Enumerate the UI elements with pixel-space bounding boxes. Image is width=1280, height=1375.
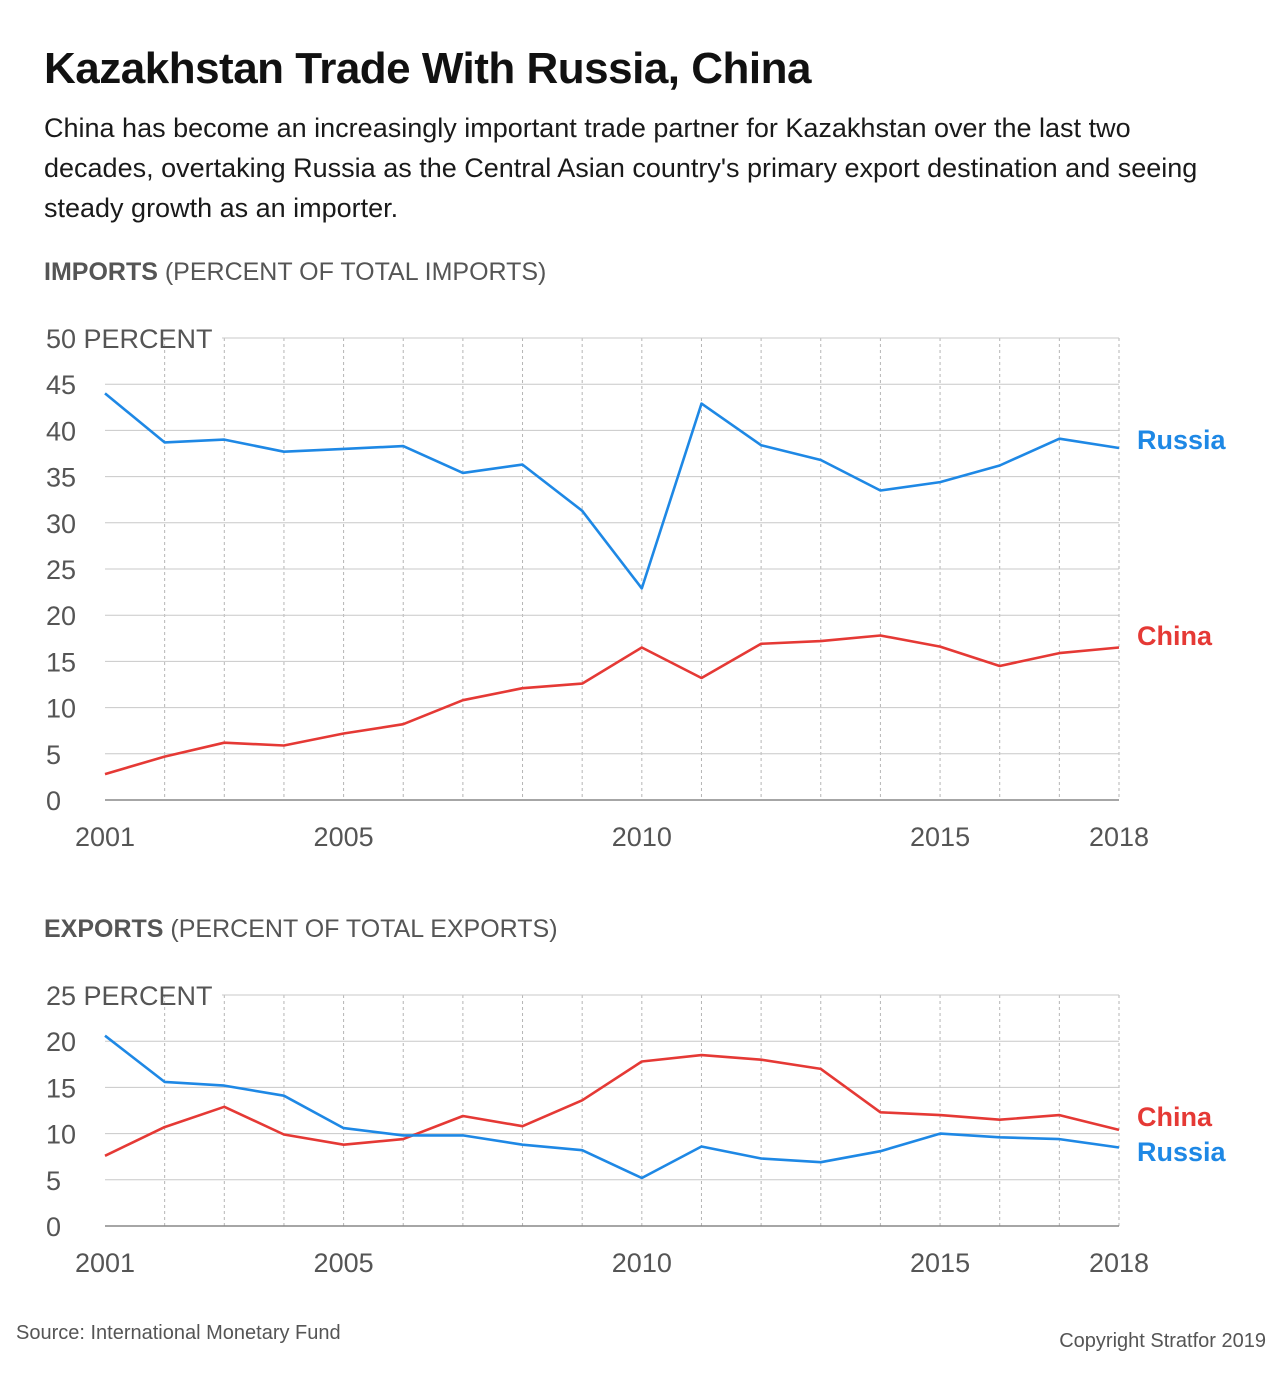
series-line-russia [104, 392, 1120, 590]
x-tick-label: 2015 [910, 1248, 970, 1278]
series-label-china: China [1137, 621, 1213, 651]
x-tick-label: 2018 [1089, 822, 1149, 852]
imports-chart: 0 5 10 15 20 25 30 35 40 45 50 PERCENT 2001 2005 2010… [46, 324, 1227, 852]
y-tick-label: 15 [46, 1073, 76, 1103]
series-line-china [104, 634, 1120, 776]
x-tick-label: 2018 [1089, 1248, 1149, 1278]
x-tick-label: 2005 [314, 822, 374, 852]
x-tick-label: 2001 [75, 822, 135, 852]
y-tick-label: 0 [46, 786, 61, 816]
exports-chart: 0 5 10 15 20 25 PERCENT 2001 2005 2010 2015 2018 Ch… [46, 981, 1227, 1278]
series-label-china: China [1137, 1102, 1213, 1132]
x-tick-label: 2005 [314, 1248, 374, 1278]
y-tick-label: 5 [46, 740, 61, 770]
copyright-note: Copyright Stratfor 2019 [1059, 1330, 1266, 1352]
x-tick-label: 2015 [910, 822, 970, 852]
y-tick-label: 10 [46, 694, 76, 724]
y-tick-label: 10 [46, 1120, 76, 1150]
y-tick-label: 50 PERCENT [46, 324, 213, 354]
series-line-china [104, 1053, 1120, 1157]
y-tick-label: 25 PERCENT [46, 981, 213, 1011]
source-note: Source: International Monetary Fund [16, 1322, 341, 1344]
chart-title: Kazakhstan Trade With Russia, China [44, 44, 811, 93]
imports-label-rest: (PERCENT OF TOTAL IMPORTS) [157, 258, 547, 286]
y-tick-label: 5 [46, 1166, 61, 1196]
y-tick-label: 25 [46, 555, 76, 585]
imports-panel-label: IMPORTS (PERCENT OF TOTAL IMPORTS) [44, 258, 546, 287]
x-tick-label: 2001 [75, 1248, 135, 1278]
y-tick-label: 30 [46, 509, 76, 539]
series-label-russia: Russia [1137, 425, 1227, 455]
exports-label-rest: (PERCENT OF TOTAL EXPORTS) [163, 915, 558, 943]
y-tick-label: 20 [46, 601, 76, 631]
plot-group: 0 5 10 15 20 25 30 35 40 45 50 PERCENT 2001 2005 2010… [46, 324, 1227, 852]
exports-label-bold: EXPORTS [44, 915, 164, 943]
chart-subtitle: China has become an increasingly importa… [44, 113, 1198, 223]
series-label-russia: Russia [1137, 1137, 1227, 1167]
imports-label-bold: IMPORTS [44, 258, 158, 286]
plot-group: 0 5 10 15 20 25 PERCENT 2001 2005 2010 2015 2018 Ch… [46, 981, 1227, 1278]
y-tick-label: 45 [46, 370, 76, 400]
x-tick-label: 2010 [612, 822, 672, 852]
series-line-russia [104, 1034, 1120, 1180]
y-tick-label: 0 [46, 1212, 61, 1242]
y-tick-label: 35 [46, 463, 76, 493]
y-tick-label: 15 [46, 647, 76, 677]
y-tick-label: 20 [46, 1027, 76, 1057]
x-tick-label: 2010 [612, 1248, 672, 1278]
exports-panel-label: EXPORTS (PERCENT OF TOTAL EXPORTS) [44, 915, 558, 944]
y-tick-label: 40 [46, 416, 76, 446]
